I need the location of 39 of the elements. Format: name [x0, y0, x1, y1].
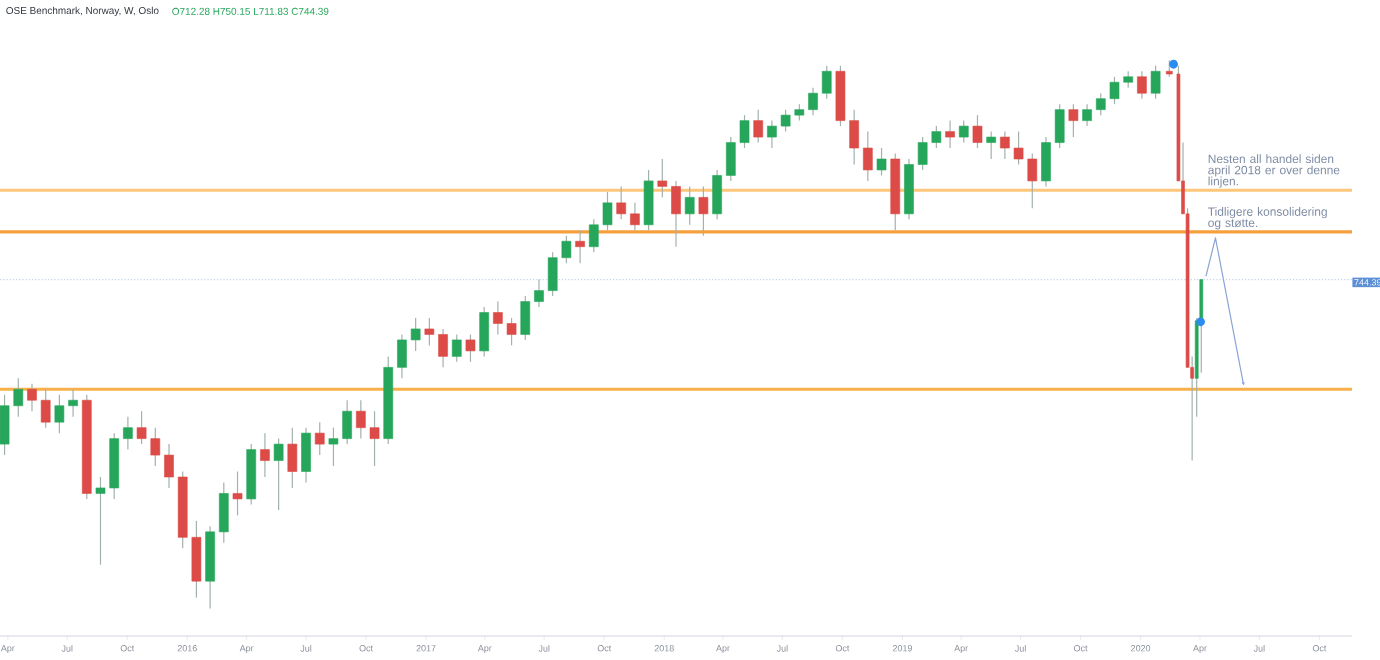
candlestick — [40, 388, 51, 429]
candlestick — [260, 432, 270, 478]
candlestick — [479, 306, 489, 357]
candlestick — [643, 169, 654, 231]
candlestick — [958, 120, 969, 144]
candlestick — [671, 180, 681, 248]
candlestick — [232, 470, 243, 516]
candlestick — [616, 185, 627, 220]
candlestick — [1082, 103, 1092, 127]
candlestick — [684, 185, 695, 226]
candlestick — [314, 421, 325, 456]
candlestick — [753, 109, 764, 144]
candlestick — [1150, 65, 1161, 100]
candlestick — [451, 333, 462, 363]
candlestick — [821, 65, 832, 100]
candlestick — [164, 443, 174, 489]
candlestick — [123, 416, 133, 451]
candlestick — [972, 114, 983, 149]
candlestick — [945, 120, 955, 149]
candlestick — [698, 185, 709, 237]
candlestick — [986, 130, 996, 160]
candlestick — [630, 202, 640, 231]
candlestick — [575, 229, 585, 264]
candlestick — [1054, 103, 1065, 149]
candlestick — [1041, 136, 1051, 188]
candlestick — [301, 427, 311, 484]
candlestick — [657, 158, 668, 198]
candlestick — [218, 481, 229, 544]
candlestick — [534, 279, 544, 308]
candlestick — [712, 169, 722, 220]
candlestick — [876, 147, 887, 177]
candlestick — [287, 427, 298, 489]
candlestick — [27, 383, 37, 412]
candlestick — [465, 333, 476, 363]
candlestick — [273, 438, 284, 511]
candlestick — [1137, 70, 1147, 100]
candlestick — [520, 295, 531, 341]
candlestick — [863, 130, 873, 182]
candlestick — [1068, 103, 1079, 138]
